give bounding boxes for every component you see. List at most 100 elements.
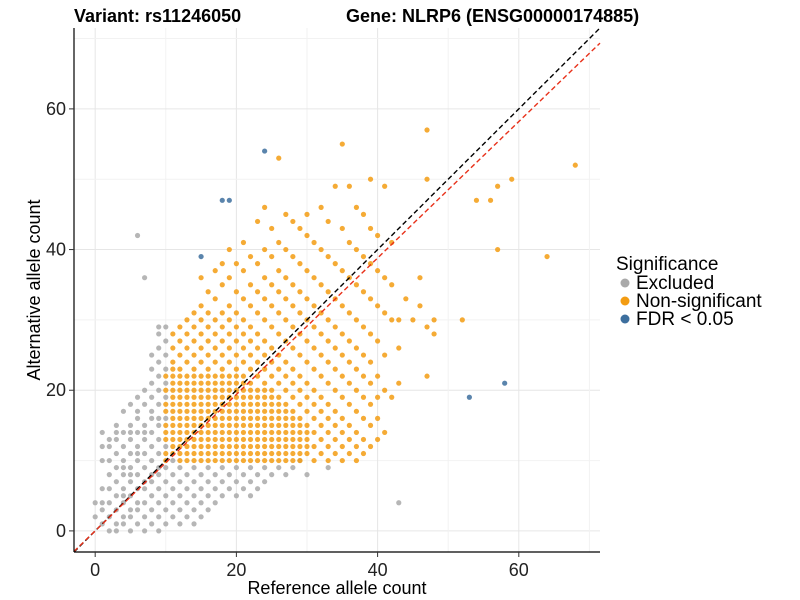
point-non-significant: [233, 436, 239, 443]
point-non-significant: [247, 401, 254, 407]
point-non-significant: [170, 345, 176, 351]
point-non-significant: [198, 303, 204, 309]
point-non-significant: [205, 373, 211, 379]
point-non-significant: [339, 415, 345, 421]
point-non-significant: [240, 394, 247, 400]
point-non-significant: [247, 394, 254, 400]
point-non-significant: [240, 331, 247, 337]
point-non-significant: [191, 338, 197, 344]
point-non-significant: [226, 429, 232, 436]
point-non-significant: [332, 408, 338, 414]
point-non-significant: [226, 450, 232, 457]
point-non-significant: [247, 324, 254, 330]
point-non-significant: [254, 429, 261, 436]
point-non-significant: [226, 408, 232, 414]
point-excluded: [156, 324, 162, 330]
point-excluded: [156, 373, 162, 379]
point-non-significant: [304, 296, 310, 302]
point-non-significant: [240, 239, 247, 246]
point-non-significant: [247, 415, 254, 421]
point-non-significant: [283, 373, 289, 379]
point-non-significant: [495, 246, 501, 253]
point-excluded: [247, 493, 254, 499]
point-excluded: [226, 486, 232, 492]
point-excluded: [127, 528, 134, 534]
point-non-significant: [198, 373, 204, 379]
point-non-significant: [339, 443, 345, 450]
point-excluded: [156, 436, 162, 443]
point-non-significant: [339, 373, 345, 379]
point-non-significant: [233, 310, 239, 316]
point-excluded: [170, 457, 176, 464]
point-non-significant: [247, 408, 254, 414]
point-non-significant: [360, 394, 367, 400]
point-excluded: [191, 521, 197, 527]
point-non-significant: [184, 331, 190, 337]
point-non-significant: [382, 310, 388, 316]
point-non-significant: [276, 352, 282, 358]
point-non-significant: [262, 415, 268, 421]
point-excluded: [106, 472, 112, 478]
point-non-significant: [205, 457, 211, 464]
point-non-significant: [367, 359, 374, 365]
point-excluded: [106, 500, 112, 506]
point-excluded: [134, 472, 141, 478]
point-non-significant: [170, 408, 176, 414]
point-non-significant: [353, 345, 360, 351]
point-excluded: [269, 472, 275, 478]
point-non-significant: [304, 359, 310, 365]
point-excluded: [149, 415, 155, 421]
point-excluded: [184, 514, 190, 520]
point-excluded: [184, 500, 190, 506]
point-non-significant: [226, 457, 232, 464]
point-non-significant: [424, 324, 430, 330]
point-non-significant: [219, 282, 225, 288]
point-non-significant: [226, 387, 232, 393]
point-non-significant: [184, 401, 190, 407]
point-non-significant: [226, 246, 232, 253]
point-non-significant: [198, 401, 204, 407]
point-non-significant: [198, 429, 204, 436]
point-non-significant: [219, 324, 225, 330]
point-non-significant: [226, 380, 232, 386]
point-non-significant: [325, 401, 331, 407]
point-non-significant: [219, 366, 225, 372]
point-excluded: [191, 493, 197, 499]
legend-label-excluded: Excluded: [636, 273, 714, 294]
point-non-significant: [226, 331, 232, 337]
point-non-significant: [269, 401, 275, 407]
reference-lines: [73, 27, 601, 553]
point-non-significant: [233, 415, 239, 421]
point-non-significant: [262, 436, 268, 443]
point-excluded: [254, 472, 261, 478]
point-excluded: [191, 479, 197, 485]
point-non-significant: [226, 317, 232, 323]
point-non-significant: [269, 345, 275, 351]
point-non-significant: [254, 443, 261, 450]
point-non-significant: [382, 429, 388, 436]
point-non-significant: [297, 436, 303, 443]
point-excluded: [262, 479, 268, 485]
point-non-significant: [177, 380, 183, 386]
point-non-significant: [205, 436, 211, 443]
point-non-significant: [177, 394, 183, 400]
point-non-significant: [262, 338, 268, 344]
point-non-significant: [276, 239, 282, 246]
point-excluded: [247, 464, 254, 471]
point-non-significant: [254, 422, 261, 428]
point-excluded: [156, 486, 162, 492]
point-excluded: [113, 479, 119, 485]
point-non-significant: [177, 408, 183, 414]
point-excluded: [177, 521, 183, 527]
point-non-significant: [254, 331, 261, 337]
point-excluded: [127, 464, 134, 471]
point-non-significant: [198, 450, 204, 457]
point-non-significant: [367, 225, 374, 232]
point-non-significant: [240, 359, 247, 365]
point-non-significant: [233, 450, 239, 457]
point-excluded: [304, 472, 310, 478]
point-excluded: [149, 366, 155, 372]
point-excluded: [163, 443, 169, 450]
point-excluded: [134, 507, 141, 513]
point-fdr-0-05: [466, 394, 472, 400]
